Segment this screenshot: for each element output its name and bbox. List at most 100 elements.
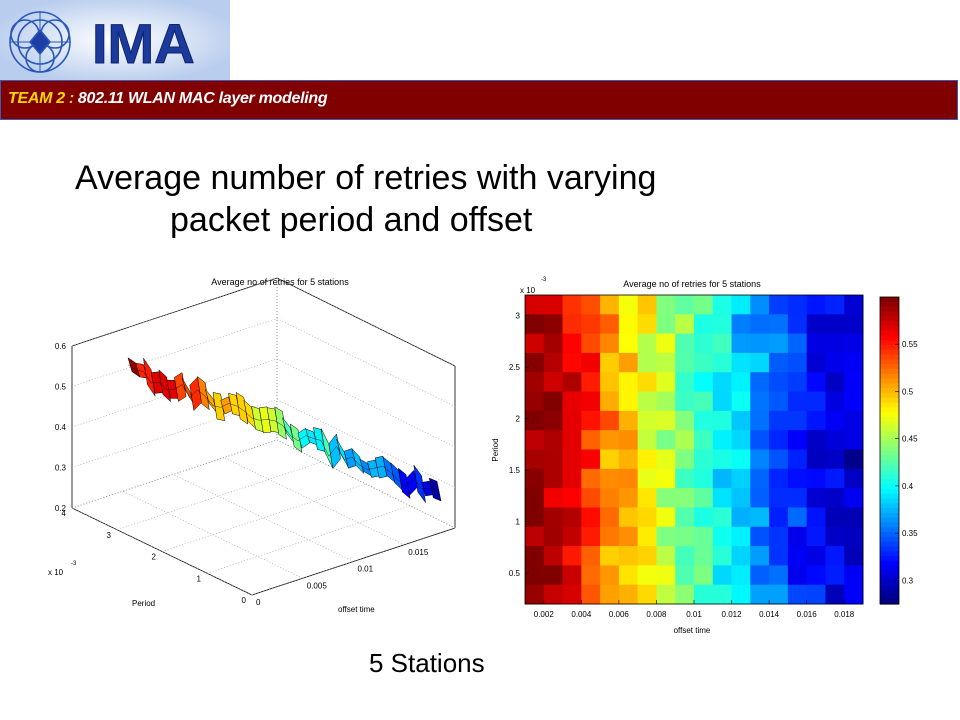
heatmap-cell bbox=[618, 546, 639, 566]
heatmap-cell bbox=[787, 565, 808, 586]
heatmap-cell bbox=[844, 584, 864, 605]
surface-axes-box bbox=[71, 277, 456, 596]
colorbar-segment bbox=[880, 412, 899, 418]
heatmap-cell bbox=[675, 507, 695, 528]
heatmap-cell bbox=[731, 488, 751, 508]
heatmap-cell bbox=[543, 372, 564, 393]
heatmap-cell bbox=[675, 546, 695, 566]
heatmap-cell bbox=[581, 410, 601, 431]
colorbar-segment bbox=[880, 493, 899, 500]
heatmap-cell bbox=[844, 449, 864, 470]
heatmap-cell bbox=[731, 391, 751, 412]
surface-mesh-line bbox=[328, 446, 337, 457]
heatmap-cell bbox=[787, 488, 808, 508]
surface-mesh-line bbox=[359, 465, 368, 470]
surface-mesh-line bbox=[135, 369, 144, 372]
colorbar-segment bbox=[880, 388, 899, 394]
heatmap-cell bbox=[769, 488, 789, 508]
heatmap-cell bbox=[656, 468, 676, 489]
heatmap-cell bbox=[618, 410, 639, 431]
surface-x-tick-label: 0.01 bbox=[358, 565, 374, 574]
heatmap-cell bbox=[618, 333, 639, 354]
heatmap-cell bbox=[712, 507, 733, 528]
colorbar-segment bbox=[880, 340, 899, 346]
surface-mesh-line bbox=[375, 466, 383, 469]
surface-mesh-line bbox=[127, 364, 136, 371]
heatmap-cell bbox=[543, 526, 564, 547]
heatmap-cell bbox=[600, 314, 620, 335]
heatmap-cell bbox=[525, 507, 545, 528]
heatmap-cell bbox=[675, 391, 695, 412]
heatmap-cell bbox=[562, 430, 582, 450]
heatmap-cell bbox=[806, 333, 826, 354]
heatmap-cell bbox=[769, 449, 789, 470]
heatmap-cell bbox=[675, 468, 695, 489]
surface-mesh-line bbox=[151, 381, 159, 384]
heatmap-cell bbox=[600, 565, 620, 586]
surface-patch bbox=[398, 467, 411, 500]
colorbar-segment bbox=[880, 517, 899, 524]
heatmap-cell bbox=[769, 468, 789, 489]
surface-mesh bbox=[127, 357, 442, 503]
colorbar-segment bbox=[880, 330, 899, 336]
heatmap-cell bbox=[656, 488, 676, 508]
heatmap-cell bbox=[675, 488, 695, 508]
heatmap-cell bbox=[675, 295, 695, 315]
colorbar-segment bbox=[880, 316, 899, 322]
heatmap-cell bbox=[618, 565, 639, 586]
heatmap-cell bbox=[825, 391, 845, 412]
heatmap-cell bbox=[712, 488, 733, 508]
heatmap-cell bbox=[769, 391, 789, 412]
colorbar-segment bbox=[880, 512, 899, 519]
colorbar-segment bbox=[880, 556, 899, 562]
heatmap-cell bbox=[637, 449, 657, 470]
colorbar-segment bbox=[880, 325, 899, 332]
heatmap-cell bbox=[787, 410, 808, 431]
heatmap-cell bbox=[750, 507, 770, 528]
heatmap-cell bbox=[656, 584, 676, 605]
heatmap-cell bbox=[712, 449, 733, 470]
heatmap-cell bbox=[543, 295, 564, 315]
heatmap-cell bbox=[656, 372, 676, 393]
heatmap-cell bbox=[525, 565, 545, 586]
surface-exponent-label: x 10 bbox=[48, 568, 64, 577]
heatmap-cell bbox=[844, 430, 864, 450]
heatmap-cell bbox=[562, 584, 582, 605]
heatmap-cell bbox=[750, 314, 770, 335]
heatmap-cell bbox=[581, 565, 601, 586]
heatmap-cell bbox=[675, 314, 695, 335]
heatmap-cell bbox=[562, 391, 582, 412]
heatmap-cell bbox=[825, 410, 845, 431]
heatmap-cell bbox=[525, 295, 545, 315]
slide-title: Average number of retries with varying p… bbox=[75, 157, 735, 241]
heatmap-cell bbox=[806, 468, 826, 489]
heatmap-cell bbox=[618, 430, 639, 450]
heatmap-cell bbox=[712, 546, 733, 566]
heatmap-cell bbox=[769, 430, 789, 450]
heatmap-cell bbox=[656, 391, 676, 412]
heatmap-cell bbox=[750, 488, 770, 508]
heatmap-cell bbox=[656, 295, 676, 315]
heatmap-cell bbox=[637, 410, 657, 431]
colorbar-segment bbox=[880, 455, 899, 461]
heatmap-cell bbox=[825, 526, 845, 547]
heatmap-x-tick-label: 0.01 bbox=[686, 610, 702, 619]
surface-patch bbox=[259, 406, 272, 434]
heatmap-cell bbox=[750, 468, 770, 489]
heatmap-cell bbox=[525, 488, 545, 508]
heatmap-cell bbox=[581, 352, 601, 373]
surface-mesh-line bbox=[421, 487, 430, 490]
heatmap-cell bbox=[844, 314, 864, 335]
colorbar-segment bbox=[880, 440, 899, 447]
heatmap-cell bbox=[694, 488, 714, 508]
surface-exponent-power: -3 bbox=[71, 561, 77, 567]
heatmap-cell bbox=[543, 468, 564, 489]
heatmap-cell bbox=[787, 314, 808, 335]
colorbar-frame bbox=[879, 296, 900, 605]
colorbar-segment bbox=[880, 320, 899, 327]
heatmap-colorbar bbox=[880, 297, 899, 605]
heatmap-cell bbox=[525, 584, 545, 605]
colorbar-segment bbox=[880, 551, 899, 557]
colorbar-segment bbox=[880, 450, 899, 456]
colorbar-segment bbox=[880, 469, 899, 476]
